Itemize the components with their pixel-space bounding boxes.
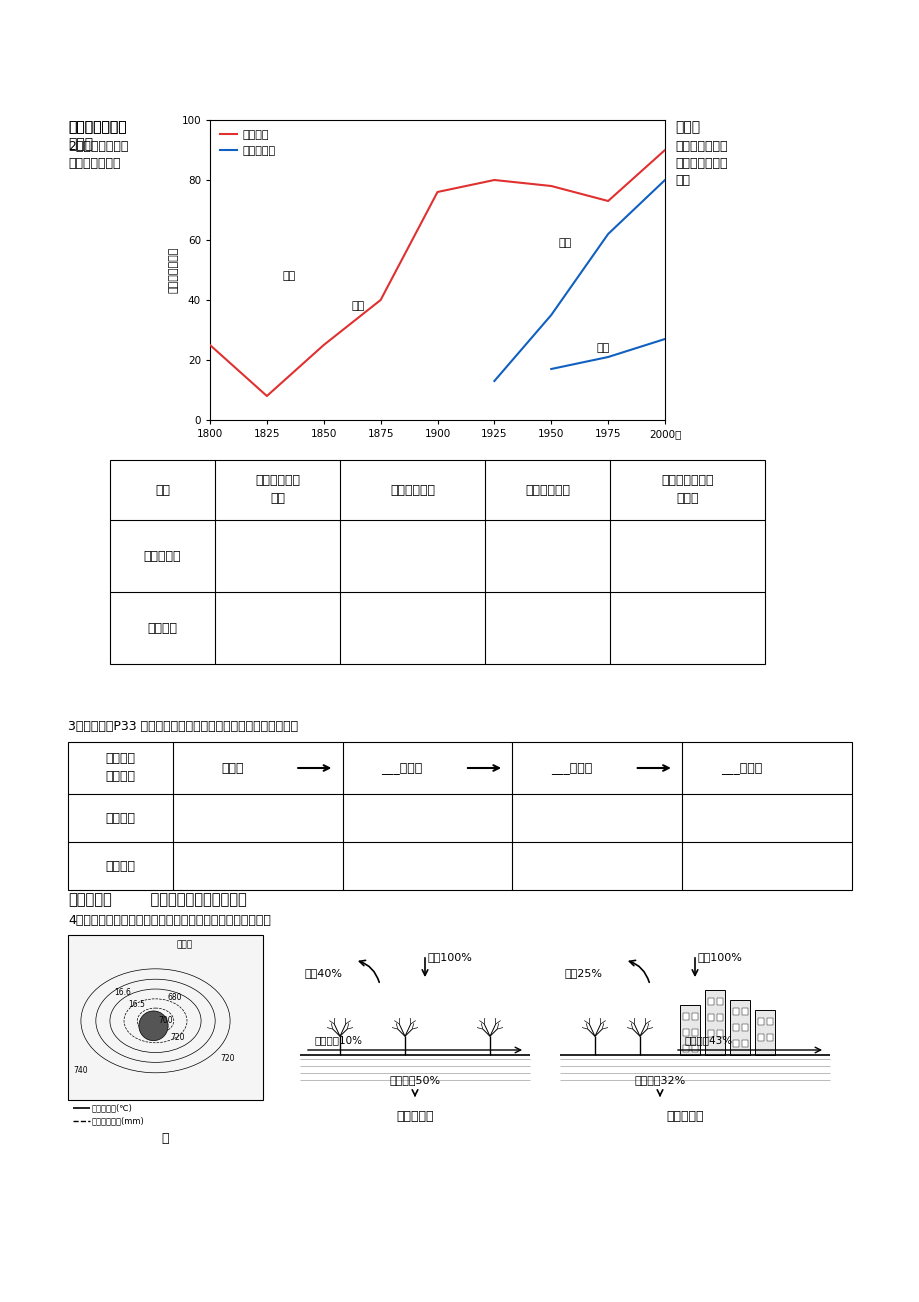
Text: 2、对照下图，分: 2、对照下图，分 xyxy=(68,141,129,154)
Text: 展趋势: 展趋势 xyxy=(675,492,698,505)
Text: 720: 720 xyxy=(221,1055,235,1064)
Text: 探究点二、城市: 探究点二、城市 xyxy=(68,120,127,134)
Text: 人口流动: 人口流动 xyxy=(106,811,135,824)
Text: 地下径洕32%: 地下径洕32% xyxy=(634,1075,685,1085)
Bar xyxy=(691,1013,698,1019)
Bar xyxy=(742,1023,747,1031)
Text: 700: 700 xyxy=(158,1017,173,1025)
Text: 城市化: 城市化 xyxy=(221,762,244,775)
Bar xyxy=(682,1013,688,1019)
Text: 美国: 美国 xyxy=(351,301,364,311)
Bar xyxy=(742,1040,747,1047)
Bar xyxy=(716,999,722,1005)
Bar xyxy=(732,1040,738,1047)
Bar xyxy=(716,1030,722,1036)
Bar xyxy=(729,1000,749,1055)
Text: 差异: 差异 xyxy=(675,174,689,187)
Text: 720: 720 xyxy=(170,1032,185,1042)
Text: 降水100%: 降水100% xyxy=(698,952,742,962)
Text: 产业结构: 产业结构 xyxy=(106,859,135,872)
Text: ___城市化: ___城市化 xyxy=(720,762,762,775)
Bar xyxy=(716,1014,722,1021)
Text: 发展中国家: 发展中国家 xyxy=(143,549,181,562)
Bar xyxy=(766,1034,772,1042)
Text: 680: 680 xyxy=(168,993,182,1003)
Bar xyxy=(68,935,263,1100)
Text: 740: 740 xyxy=(73,1066,87,1074)
Text: 探究点三：: 探究点三： xyxy=(68,892,111,907)
Bar xyxy=(704,990,724,1055)
Text: 3、从课本的P33 英国的城市化进程案例总结城市化的一般规律：: 3、从课本的P33 英国的城市化进程案例总结城市化的一般规律： xyxy=(68,720,298,733)
Bar xyxy=(732,1023,738,1031)
Text: 印度: 印度 xyxy=(596,342,609,353)
Text: 年等降水量线(mm): 年等降水量线(mm) xyxy=(92,1117,144,1125)
Bar xyxy=(708,1030,713,1036)
Y-axis label: 城市人口百分率: 城市人口百分率 xyxy=(168,247,178,293)
Bar xyxy=(708,999,713,1005)
Text: 英国: 英国 xyxy=(282,271,296,281)
Text: 蔒发25%: 蔒发25% xyxy=(564,967,602,978)
Text: 城市化的开始: 城市化的开始 xyxy=(255,474,300,487)
Bar xyxy=(682,1029,688,1036)
Text: 16.5: 16.5 xyxy=(128,1000,144,1009)
Text: 家城市化发展的: 家城市化发展的 xyxy=(68,158,120,171)
Text: 目前发展速度: 目前发展速度 xyxy=(525,483,570,496)
Text: 城市建设前: 城市建设前 xyxy=(396,1111,433,1124)
Text: 时间: 时间 xyxy=(269,492,285,505)
Text: 地面径洕10%: 地面径洕10% xyxy=(314,1035,363,1046)
Text: 16.6: 16.6 xyxy=(114,988,130,997)
Text: ___城市化: ___城市化 xyxy=(550,762,592,775)
Text: 城市化未来的发: 城市化未来的发 xyxy=(661,474,713,487)
Text: 城市建设后: 城市建设后 xyxy=(665,1111,703,1124)
Text: 长江口: 长江口 xyxy=(176,940,193,949)
Text: 巴西: 巴西 xyxy=(558,238,571,247)
Text: 化进程: 化进程 xyxy=(675,120,699,134)
Bar xyxy=(708,1014,713,1021)
Text: 城市化对地理环境的影响: 城市化对地理环境的影响 xyxy=(130,892,246,907)
Bar xyxy=(68,742,851,891)
Text: 析下图中两类国: 析下图中两类国 xyxy=(675,141,727,154)
Text: 地面径洕43%: 地面径洕43% xyxy=(685,1035,732,1046)
Text: 发达国家: 发达国家 xyxy=(147,621,177,634)
Text: 城市化的: 城市化的 xyxy=(106,753,135,766)
Text: 目前所处阶段: 目前所处阶段 xyxy=(390,483,435,496)
Text: 4．读甲、乙两幅图，根据图中提供的信息，回答下列问题。: 4．读甲、乙两幅图，根据图中提供的信息，回答下列问题。 xyxy=(68,914,270,927)
Bar xyxy=(754,1010,774,1055)
Bar xyxy=(691,1029,698,1036)
Bar xyxy=(757,1018,763,1025)
Bar xyxy=(682,1046,688,1052)
Text: 地区: 地区 xyxy=(154,483,170,496)
Text: 一般规律: 一般规律 xyxy=(106,769,135,783)
Text: 一年等温线(℃): 一年等温线(℃) xyxy=(92,1104,132,1112)
Bar xyxy=(679,1005,699,1055)
Bar xyxy=(766,1018,772,1025)
Legend: 发达国家, 发展中国家: 发达国家, 发展中国家 xyxy=(215,125,279,160)
Ellipse shape xyxy=(139,1010,168,1040)
Bar xyxy=(110,460,765,664)
Text: 探究点二、城市: 探究点二、城市 xyxy=(68,120,127,134)
Text: 降水100%: 降水100% xyxy=(427,952,472,962)
Bar xyxy=(691,1046,698,1052)
Bar xyxy=(757,1034,763,1042)
Bar xyxy=(732,1008,738,1016)
Text: 家城市化发展的: 家城市化发展的 xyxy=(675,158,727,171)
Text: 地下径洕50%: 地下径洕50% xyxy=(389,1075,440,1085)
Text: 化进程: 化进程 xyxy=(68,137,93,151)
Text: 蔒发40%: 蔒发40% xyxy=(305,967,343,978)
Text: ___城市化: ___城市化 xyxy=(381,762,423,775)
Text: 甲: 甲 xyxy=(162,1131,169,1144)
Bar xyxy=(742,1008,747,1016)
